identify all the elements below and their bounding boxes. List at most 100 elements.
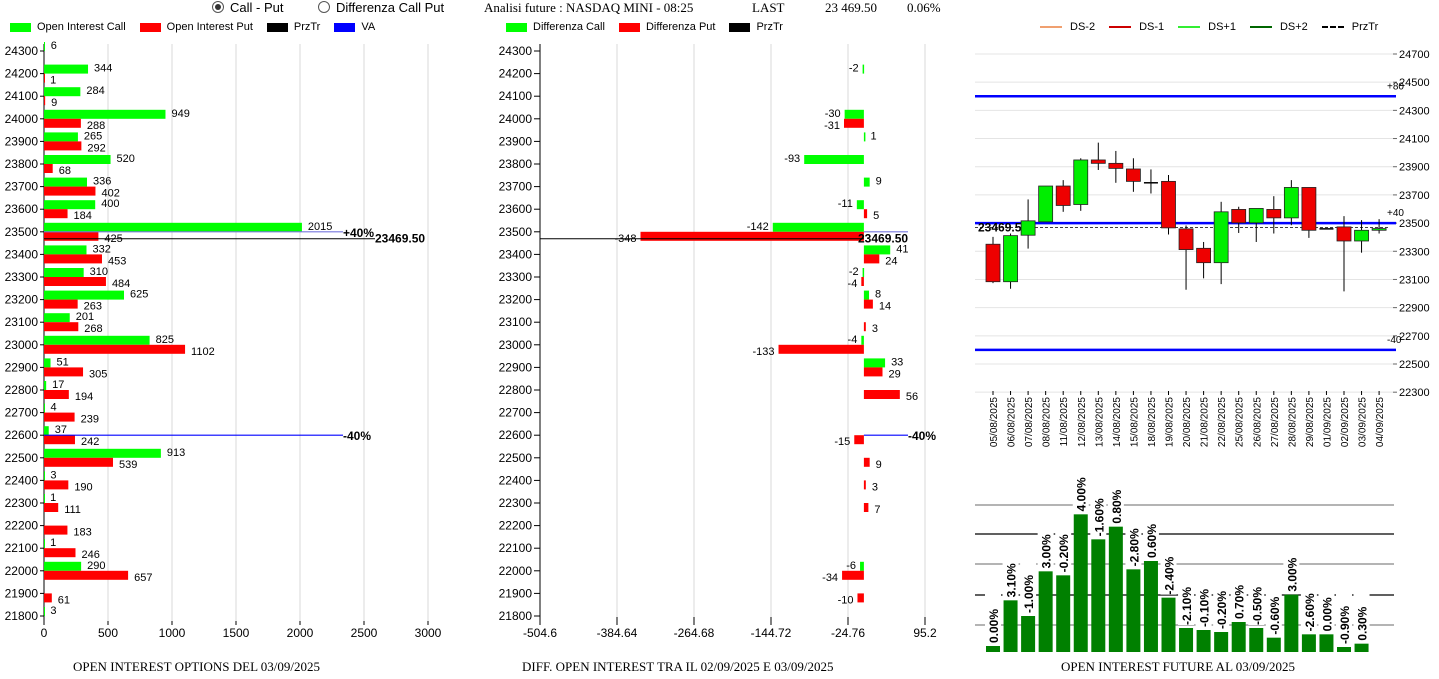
call-bar <box>44 335 150 345</box>
candle-up <box>1213 211 1229 264</box>
call-bar <box>44 494 45 503</box>
oi-bar <box>1284 594 1299 652</box>
call-bar <box>44 448 161 458</box>
diff-put-value-label: 29 <box>889 368 901 380</box>
diff-call-bar <box>863 177 870 187</box>
candle-down <box>1178 228 1194 250</box>
oi-pct-label: 3.00% <box>1040 534 1054 568</box>
diff-put-value-label: 24 <box>885 255 897 267</box>
oi-pct-label: 0.80% <box>1110 489 1124 523</box>
oi-bar <box>1021 616 1036 652</box>
put-bar <box>44 435 75 445</box>
put-bar <box>44 367 84 377</box>
date-label: 11/08/2025 <box>1059 397 1070 447</box>
oi-pct-label: -2.80% <box>1127 528 1141 566</box>
y-tick-label: 23100 <box>499 315 533 329</box>
call-bar <box>44 155 111 164</box>
legend-label: DS-2 <box>1070 21 1096 33</box>
diff-call-bar <box>863 290 870 300</box>
oi-pct-label: 0.60% <box>1145 524 1159 558</box>
legend-item-oi-put: Open Interest Put <box>139 21 253 33</box>
call-bar <box>44 245 87 255</box>
przTr-label: 23469.50 <box>375 232 425 246</box>
diff-call-bar <box>772 222 864 232</box>
candle-down <box>1231 209 1247 224</box>
legend-item-ds-1: DS-1 <box>1109 21 1164 33</box>
y-tick-label: 22900 <box>5 360 39 374</box>
level-label: +80 <box>1387 81 1404 92</box>
oi-label-bg <box>1142 508 1159 558</box>
oi-label-bg <box>1090 486 1107 537</box>
radio-differenza[interactable]: Differenza Call Put <box>318 0 444 15</box>
candle-down <box>985 243 1001 283</box>
legend-label: PrzTr <box>1351 21 1379 33</box>
diff-put-value-label: -15 <box>834 436 850 448</box>
diff-put-bar <box>843 118 864 128</box>
oi-bar <box>1337 647 1351 652</box>
oi-pct-label: -1.00% <box>1022 575 1036 613</box>
date-label: 08/08/2025 <box>1042 397 1053 447</box>
diff-put-value-label: -34 <box>822 572 838 584</box>
call-bar <box>44 313 70 323</box>
x-tick-label: -264.68 <box>674 626 715 640</box>
put-bar <box>44 457 113 467</box>
call-value-label: 17 <box>52 379 64 391</box>
call-bar <box>44 607 45 616</box>
y-tick-label: 22800 <box>5 383 39 397</box>
put-value-label: 1 <box>50 75 56 87</box>
date-label: 22/08/2025 <box>1217 397 1228 447</box>
call-value-label: 3 <box>50 605 56 617</box>
oi-label-bg <box>1213 579 1230 629</box>
y-tick-label: 23700 <box>499 180 533 194</box>
put-bar <box>44 503 59 512</box>
oi-pct-label: 0.70% <box>1233 585 1247 619</box>
diff-put-bar <box>863 209 868 219</box>
call-value-label: 949 <box>171 108 189 120</box>
date-label: 18/08/2025 <box>1147 397 1158 447</box>
price-tick-label: 22700 <box>1399 331 1430 343</box>
radio-call-put[interactable]: Call - Put <box>212 0 283 15</box>
candle-up <box>1283 187 1299 219</box>
oi-label-bg <box>1037 518 1054 569</box>
diff-put-value-label: -133 <box>752 346 774 358</box>
diff-call-bar <box>844 109 864 119</box>
call-bar <box>44 42 45 51</box>
legend-item-diff-call: Differenza Call <box>506 21 605 33</box>
legend-item-przTr: PrzTr <box>266 21 320 33</box>
legend-swatch <box>729 22 751 32</box>
oi-label-bg <box>1248 575 1265 625</box>
date-label: 15/08/2025 <box>1129 397 1140 447</box>
y-tick-label: 23200 <box>499 293 533 307</box>
put-bar <box>44 118 81 128</box>
put-bar <box>44 277 106 286</box>
x-tick-label: 2000 <box>287 626 314 640</box>
oi-bar <box>1091 539 1106 652</box>
legend-item-ds-2: DS-2 <box>1040 21 1095 33</box>
y-tick-label: 24100 <box>5 89 39 103</box>
level-label: -40 <box>1387 335 1402 346</box>
date-label: 13/08/2025 <box>1094 397 1105 447</box>
date-label: 28/08/2025 <box>1287 397 1298 447</box>
y-tick-label: 22600 <box>5 428 39 442</box>
y-tick-label: 23800 <box>499 157 533 171</box>
date-label: 25/08/2025 <box>1235 397 1246 447</box>
diff-call-bar <box>861 335 864 345</box>
y-tick-label: 21800 <box>5 609 39 623</box>
va-label: -40% <box>343 429 371 443</box>
radio-unselected-icon <box>318 1 330 13</box>
va-label: -40% <box>908 429 936 443</box>
oi-bar <box>1108 526 1123 652</box>
legend-item-przTr: PrzTr <box>1321 21 1379 33</box>
call-bar <box>44 64 89 74</box>
legend-label: VA <box>361 21 376 33</box>
va-label: +40% <box>343 226 374 240</box>
price-tick-label: 23900 <box>1399 162 1430 174</box>
diff-put-bar <box>863 503 869 512</box>
diff-call-bar <box>863 245 891 255</box>
y-tick-label: 22300 <box>5 496 39 510</box>
diff-put-bar <box>857 593 864 603</box>
candle-down <box>1161 180 1176 229</box>
call-bar <box>44 426 49 436</box>
call-bar <box>44 87 81 97</box>
